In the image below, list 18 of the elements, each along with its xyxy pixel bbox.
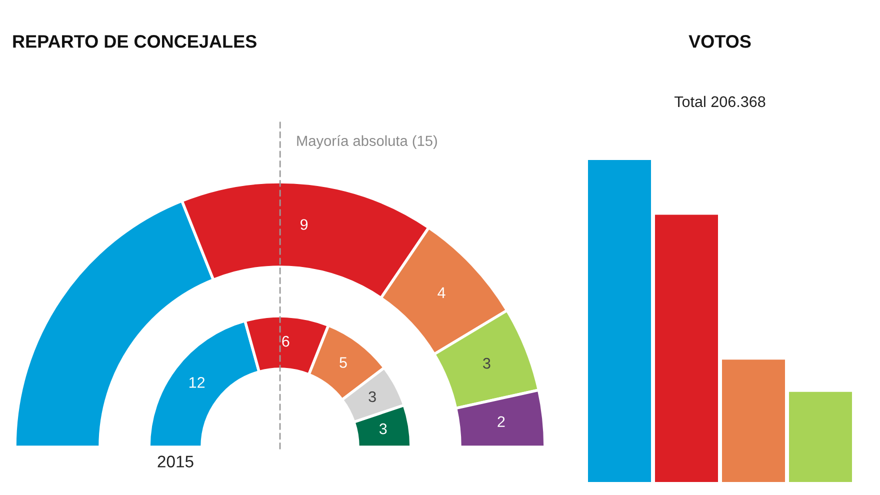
chart-subtitle: Total 206.368 bbox=[674, 96, 766, 108]
data-label: 5 bbox=[340, 357, 347, 368]
data-label: 3 bbox=[368, 391, 376, 402]
data-label: 3 bbox=[379, 423, 387, 434]
chart-title: REPARTO DE CONCEJALES bbox=[13, 35, 256, 48]
data-label: 9 bbox=[300, 219, 308, 230]
data-label: 3 bbox=[483, 358, 490, 369]
bar bbox=[789, 392, 852, 482]
data-label: 12 bbox=[189, 377, 205, 388]
chart-title: VOTOS bbox=[688, 35, 751, 48]
data-label: 6 bbox=[282, 336, 290, 347]
data-label: 2 bbox=[498, 416, 505, 427]
bar bbox=[655, 214, 718, 482]
bar bbox=[722, 360, 785, 482]
text: Mayoría absoluta (15) bbox=[297, 135, 437, 149]
data-label: 4 bbox=[438, 287, 446, 298]
bar bbox=[588, 160, 651, 482]
slice-label: 2015 bbox=[158, 456, 194, 468]
